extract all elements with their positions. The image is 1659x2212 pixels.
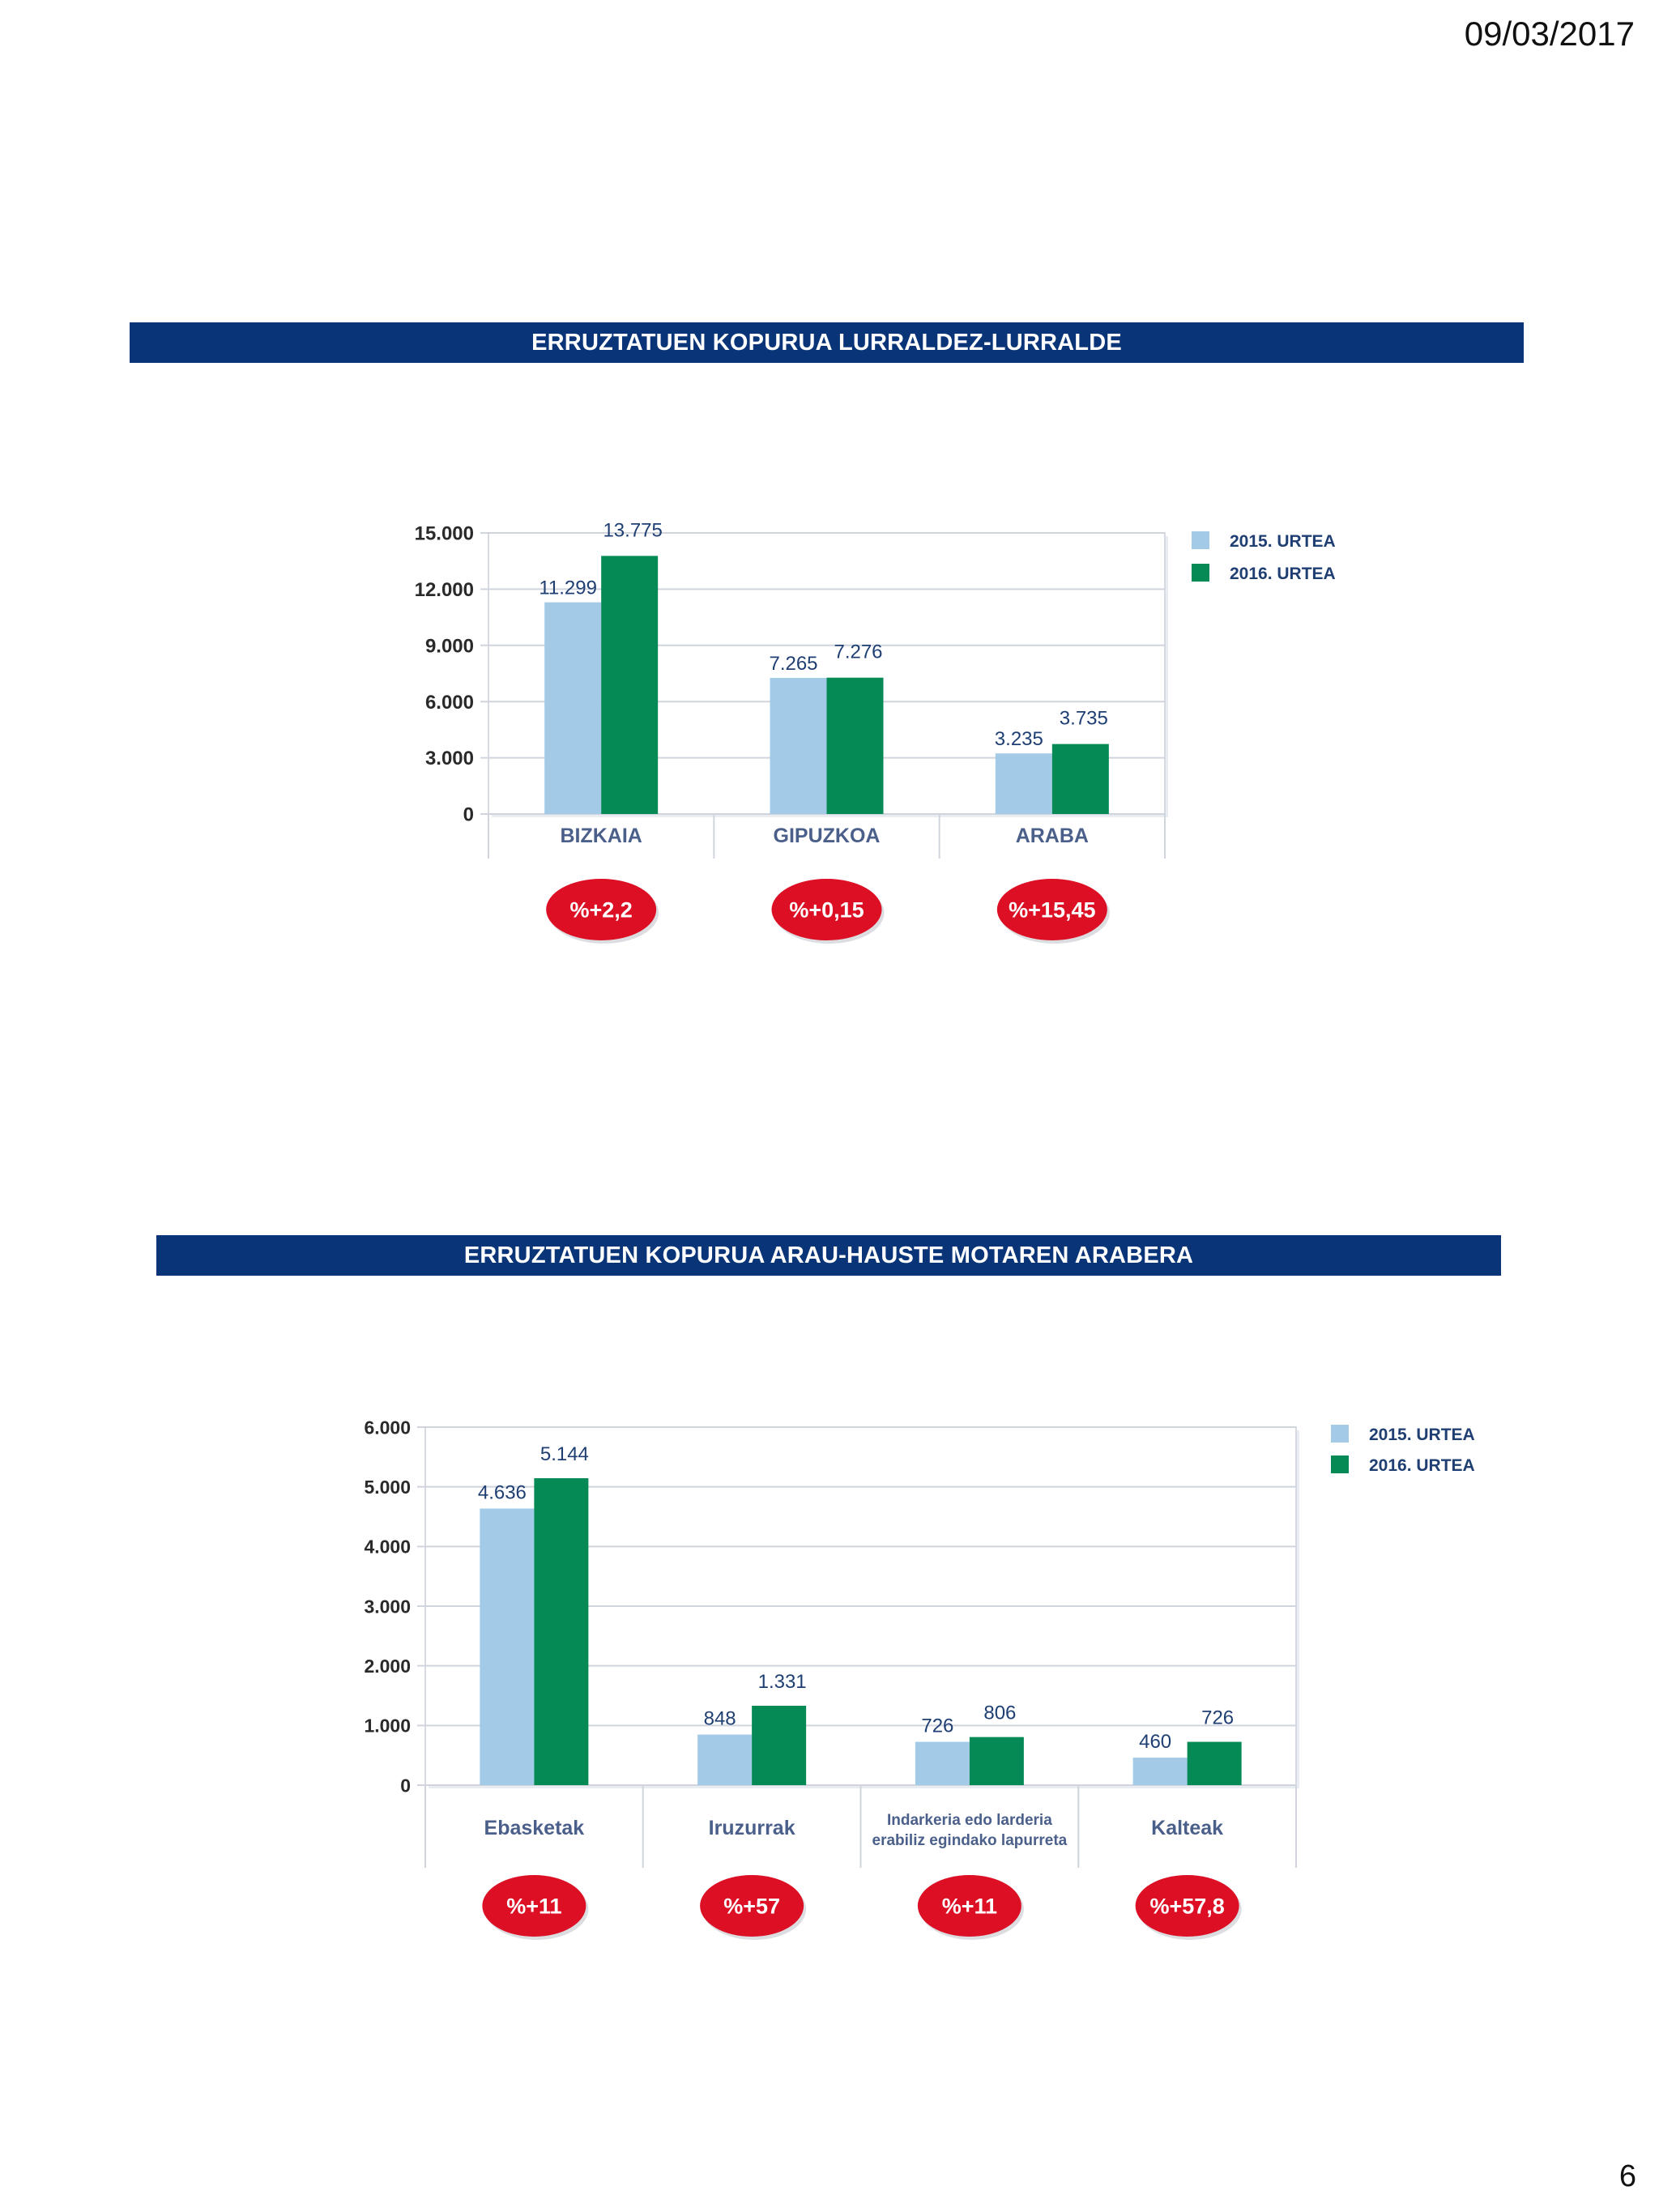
data-label: 13.775 (603, 519, 662, 541)
chart2-title-banner: ERRUZTATUEN KOPURUA ARAU-HAUSTE MOTAREN … (156, 1235, 1501, 1276)
legend-swatch (1192, 564, 1209, 582)
category-label: Indarkeria edo larderia (887, 1812, 1052, 1829)
offense-type-bar-chart: 0 1.000 2.000 3.000 4.000 5.000 6.000 4.636 5.14… (364, 1417, 1475, 1940)
y-tick-label: 9.000 (425, 635, 474, 657)
data-label: 5.144 (540, 1443, 589, 1465)
data-label: 848 (704, 1708, 736, 1730)
category-label: Kalteak (1151, 1817, 1223, 1839)
y-tick-label: 2.000 (364, 1656, 411, 1677)
bar-2015 (697, 1734, 753, 1785)
data-label: 3.735 (1060, 708, 1108, 730)
change-badge (482, 1875, 586, 1937)
legend-swatch (1331, 1455, 1349, 1473)
change-badge (1135, 1875, 1239, 1937)
y-tick-label: 1.000 (364, 1715, 411, 1737)
change-badge-label: %+2,2 (570, 898, 633, 923)
chart1-title-banner: ERRUZTATUEN KOPURUA LURRALDEZ-LURRALDE (130, 322, 1524, 363)
legend-swatch (1331, 1425, 1349, 1443)
data-label: 7.265 (769, 653, 817, 675)
bar-2016 (826, 677, 884, 814)
page-number: 6 (1618, 2159, 1636, 2193)
legend-swatch (1192, 531, 1209, 549)
bar-2016 (1051, 744, 1109, 814)
y-tick-label: 4.000 (364, 1536, 411, 1558)
change-badge-label: %+15,45 (1009, 898, 1095, 923)
category-label: ARABA (1016, 825, 1089, 847)
legend-label: 2016. URTEA (1230, 565, 1336, 583)
data-label: 726 (921, 1715, 953, 1737)
change-badge-label: %+11 (506, 1894, 561, 1919)
y-tick-label: 3.000 (425, 748, 474, 769)
bar-2016 (601, 556, 659, 814)
data-label: 806 (983, 1703, 1016, 1724)
data-label: 1.331 (758, 1671, 807, 1693)
data-label: 4.636 (478, 1481, 527, 1503)
data-label: 460 (1139, 1731, 1171, 1753)
bar-2016 (534, 1478, 589, 1785)
change-badge-label: %+57,8 (1149, 1894, 1224, 1919)
bar-2015 (544, 602, 602, 814)
category-label: Iruzurrak (709, 1817, 795, 1839)
data-label: 726 (1201, 1707, 1234, 1729)
category-label: BIZKAIA (560, 825, 642, 847)
data-label: 7.276 (834, 641, 882, 663)
change-badge (546, 879, 657, 940)
change-badge (996, 879, 1107, 940)
change-badge-label: %+0,15 (789, 898, 864, 923)
data-label: 3.235 (995, 728, 1043, 750)
category-label: Ebasketak (484, 1817, 585, 1839)
y-tick-label: 6.000 (364, 1417, 411, 1438)
bar-2015 (915, 1741, 970, 1785)
y-tick-label: 15.000 (415, 523, 474, 545)
y-tick-label: 3.000 (364, 1596, 411, 1617)
legend-label: 2015. URTEA (1369, 1426, 1475, 1444)
change-badge (700, 1875, 804, 1937)
y-tick-label: 0 (463, 804, 474, 826)
document-date: 09/03/2017 (1464, 15, 1635, 53)
bar-2016 (752, 1705, 807, 1785)
y-tick-label: 0 (400, 1775, 411, 1796)
legend-label: 2015. URTEA (1230, 532, 1336, 551)
category-label: GIPUZKOA (774, 825, 881, 847)
bar-2016 (1187, 1741, 1242, 1785)
territory-bar-chart: 0 3.000 6.000 9.000 12.000 15.000 11.299 13.775… (415, 519, 1336, 944)
bar-2016 (969, 1737, 1024, 1785)
category-label: erabiliz egindako lapurreta (872, 1832, 1068, 1849)
change-badge (771, 879, 882, 940)
legend-label: 2016. URTEA (1369, 1456, 1475, 1475)
y-tick-label: 5.000 (364, 1477, 411, 1498)
change-badge-label: %+57 (723, 1894, 780, 1919)
bar-2015 (480, 1508, 535, 1785)
y-tick-label: 6.000 (425, 692, 474, 714)
change-badge-label: %+11 (942, 1894, 997, 1919)
bar-2015 (995, 753, 1052, 814)
bar-2015 (1132, 1758, 1188, 1785)
bar-2015 (770, 677, 827, 814)
data-label: 11.299 (539, 578, 597, 599)
change-badge (917, 1875, 1021, 1937)
y-tick-label: 12.000 (415, 579, 474, 601)
